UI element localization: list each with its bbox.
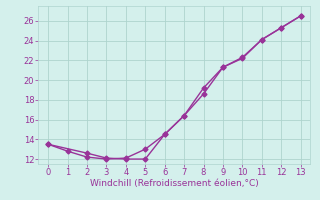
X-axis label: Windchill (Refroidissement éolien,°C): Windchill (Refroidissement éolien,°C) — [90, 179, 259, 188]
